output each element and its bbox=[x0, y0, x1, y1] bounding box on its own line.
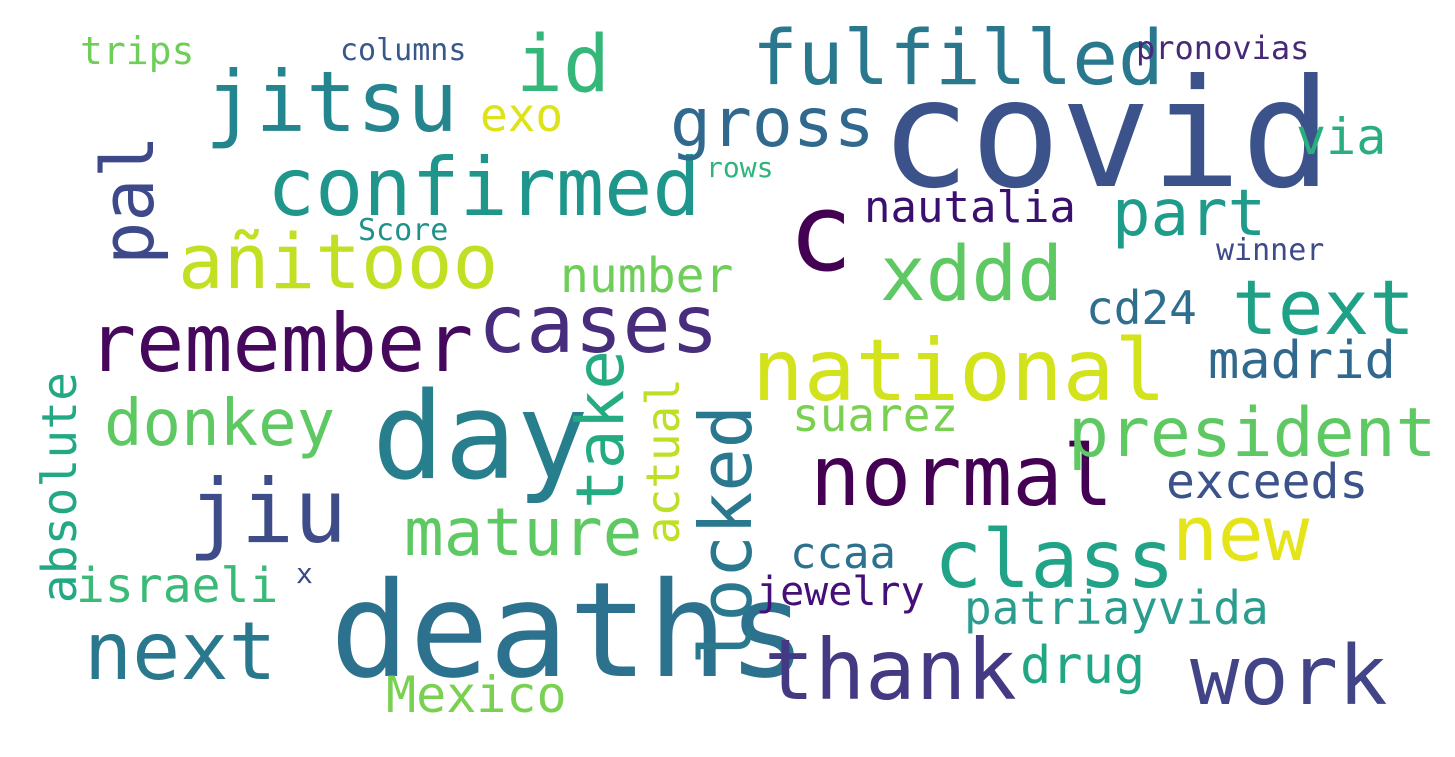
word-deaths: deaths bbox=[330, 554, 807, 708]
word-actual: actual bbox=[636, 378, 690, 545]
word-exceeds: exceeds bbox=[1166, 454, 1369, 510]
word-rows: rows bbox=[706, 151, 774, 184]
word-normal: normal bbox=[810, 427, 1114, 525]
word-gross: gross bbox=[670, 84, 875, 163]
word-jiu: jiu bbox=[188, 460, 347, 563]
word-cases: cases bbox=[478, 278, 719, 371]
word-mexico: Mexico bbox=[386, 666, 567, 724]
word-anitooo: añitooo bbox=[178, 217, 499, 306]
word-number: number bbox=[560, 248, 734, 304]
word-president: president bbox=[1068, 394, 1437, 473]
word-remember: remember bbox=[88, 297, 474, 390]
word-fulfilled: fulfilled bbox=[752, 13, 1164, 102]
word-columns: columns bbox=[340, 33, 467, 68]
word-ccaa: ccaa bbox=[790, 528, 896, 579]
word-patriayvida: patriayvida bbox=[964, 581, 1269, 635]
word-score: Score bbox=[358, 213, 449, 248]
word-part: part bbox=[1112, 177, 1267, 251]
word-winner: winner bbox=[1216, 233, 1325, 268]
word-cd24: cd24 bbox=[1086, 281, 1197, 335]
word-donkey: donkey bbox=[104, 387, 336, 461]
word-class: class bbox=[934, 513, 1175, 606]
word-new: new bbox=[1172, 489, 1310, 578]
word-day: day bbox=[372, 368, 589, 507]
word-via: via bbox=[1296, 108, 1387, 166]
word-pronovias: pronovias bbox=[1136, 29, 1310, 67]
word-covid: covid bbox=[880, 48, 1332, 222]
word-nautalia: nautalia bbox=[864, 182, 1076, 233]
word-xddd: xddd bbox=[880, 229, 1064, 318]
word-exo: exo bbox=[480, 88, 564, 142]
word-x: x bbox=[296, 557, 313, 590]
word-trips: trips bbox=[80, 29, 195, 73]
word-id: id bbox=[516, 20, 610, 110]
word-drug: drug bbox=[1020, 636, 1146, 696]
word-israeli: israeli bbox=[76, 558, 279, 614]
word-mature: mature bbox=[404, 494, 643, 571]
word-pal: pal bbox=[86, 135, 170, 266]
word-next: next bbox=[84, 605, 277, 698]
word-work: work bbox=[1190, 629, 1388, 724]
word-suarez: suarez bbox=[792, 388, 959, 442]
word-c: c bbox=[788, 171, 854, 296]
word-locked: locked bbox=[684, 405, 768, 666]
word-text: text bbox=[1232, 263, 1416, 352]
word-confirmed: confirmed bbox=[267, 141, 701, 234]
word-jewelry: jewelry bbox=[756, 569, 925, 615]
word-thank: thank bbox=[764, 621, 1017, 719]
word-take: take bbox=[562, 350, 639, 509]
word-madrid: madrid bbox=[1208, 331, 1396, 391]
word-jitsu: jitsu bbox=[205, 53, 458, 151]
word-national: national bbox=[752, 321, 1167, 421]
